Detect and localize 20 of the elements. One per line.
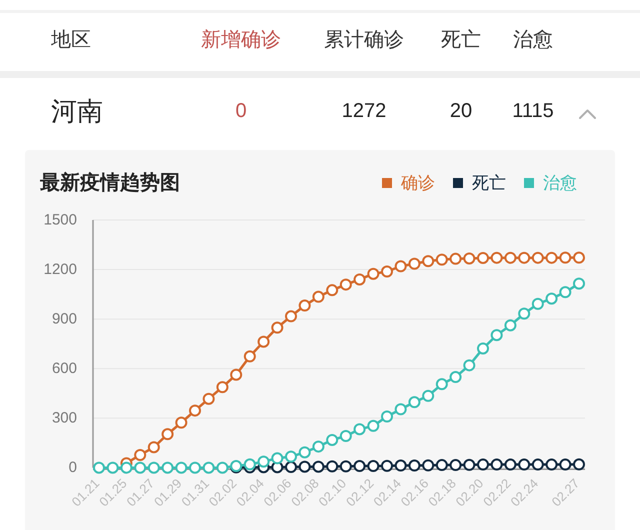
annotation: 20: [450, 100, 472, 122]
annotation: 1115: [512, 100, 554, 122]
title: 最新疫情趋势图: [40, 172, 180, 194]
annotation: 累计确诊: [324, 29, 404, 51]
annotation: 治愈: [513, 29, 553, 51]
legend-label: 确诊: [401, 174, 435, 192]
y-tick-label: 300: [52, 410, 77, 427]
legend-label: 治愈: [543, 174, 577, 192]
annotation: 新增确诊: [201, 29, 281, 51]
y-tick-label: 1500: [44, 212, 77, 228]
y-tick-label: 900: [52, 310, 77, 328]
y-tick-label: 0: [68, 459, 77, 476]
annotation: 0: [235, 100, 247, 122]
annotation: 死亡: [441, 29, 481, 51]
annotation: 河南: [51, 96, 103, 126]
y-tick-label: 1200: [44, 261, 77, 278]
annotation: 1272: [342, 100, 386, 122]
annotation: 地区: [51, 29, 91, 51]
legend-label: 死亡: [472, 174, 506, 192]
y-tick-label: 600: [52, 360, 77, 378]
